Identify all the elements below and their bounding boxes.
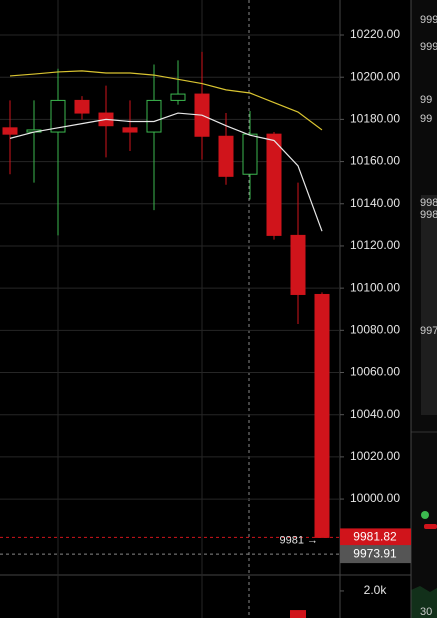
- y-tick-label: 10140.00: [350, 196, 400, 210]
- y-tick-label: 10000.00: [350, 491, 400, 505]
- y-tick-label: 10200.00: [350, 69, 400, 83]
- side-icon: [421, 511, 429, 519]
- y-tick-label: 10020.00: [350, 449, 400, 463]
- candle-body: [74, 99, 90, 114]
- crosshair-price-label: 9973.91: [353, 546, 397, 560]
- side-area: [411, 586, 437, 618]
- side-label: 998: [420, 209, 437, 221]
- candle-body: [314, 293, 330, 538]
- candle-body: [2, 127, 18, 135]
- y-tick-label: 10100.00: [350, 280, 400, 294]
- side-label: 997: [420, 325, 437, 337]
- candle-body: [170, 93, 186, 101]
- side-label: 30: [420, 606, 432, 618]
- y-tick-label: 10080.00: [350, 322, 400, 336]
- crosshair-price-box: [340, 545, 411, 564]
- side-label: 99: [420, 113, 432, 125]
- volume-bar: [290, 610, 306, 618]
- candle-body: [242, 133, 258, 175]
- side-panel-block: [421, 195, 437, 415]
- side-label: 999: [420, 41, 437, 53]
- candle-body: [50, 99, 66, 133]
- side-label: 998: [420, 197, 437, 209]
- last-price-note: 9981 →: [279, 534, 318, 546]
- moving-average: [9, 112, 323, 232]
- last-price-box: [340, 528, 411, 547]
- y-tick-label: 10040.00: [350, 407, 400, 421]
- volume-tick-label: 2.0k: [364, 583, 388, 597]
- candle-body: [218, 135, 234, 177]
- y-tick-label: 10060.00: [350, 365, 400, 379]
- y-tick-label: 10160.00: [350, 154, 400, 168]
- candle-body: [122, 127, 138, 133]
- side-marker: [424, 524, 437, 529]
- side-label: 999: [420, 14, 437, 26]
- y-tick-label: 10220.00: [350, 27, 400, 41]
- moving-average: [9, 70, 323, 131]
- last-price-label: 9981.82: [353, 530, 397, 544]
- y-tick-label: 10180.00: [350, 112, 400, 126]
- y-tick-label: 10120.00: [350, 238, 400, 252]
- candle-body: [266, 133, 282, 236]
- candle-body: [290, 234, 306, 295]
- candle-body: [146, 99, 162, 133]
- side-label: 99: [420, 94, 432, 106]
